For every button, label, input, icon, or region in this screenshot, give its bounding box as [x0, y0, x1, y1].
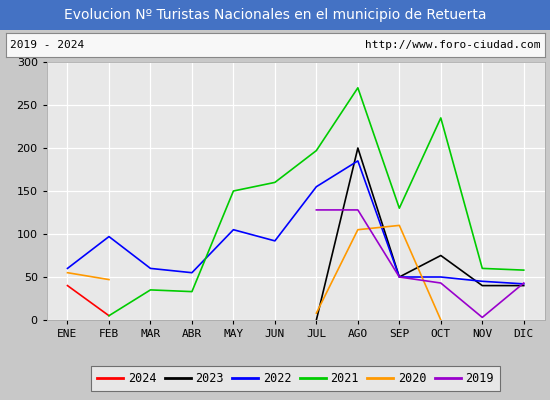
2022: [189, 270, 195, 275]
Line: 2021: 2021: [109, 88, 524, 316]
Legend: 2024, 2023, 2022, 2021, 2020, 2019: 2024, 2023, 2022, 2021, 2020, 2019: [91, 366, 500, 391]
2021: [272, 180, 278, 185]
2024: [106, 313, 112, 318]
Text: 2019 - 2024: 2019 - 2024: [10, 40, 84, 50]
2023: [396, 274, 403, 279]
2023: [520, 283, 527, 288]
Line: 2022: 2022: [68, 161, 524, 284]
2022: [64, 266, 71, 271]
2021: [355, 85, 361, 90]
Line: 2024: 2024: [68, 286, 109, 316]
2022: [355, 158, 361, 163]
2019: [437, 281, 444, 286]
2022: [106, 234, 112, 239]
2021: [396, 206, 403, 210]
2022: [396, 274, 403, 279]
2022: [520, 282, 527, 286]
2022: [479, 279, 486, 284]
Text: Evolucion Nº Turistas Nacionales en el municipio de Retuerta: Evolucion Nº Turistas Nacionales en el m…: [64, 8, 486, 22]
2022: [313, 184, 320, 189]
Text: http://www.foro-ciudad.com: http://www.foro-ciudad.com: [365, 40, 540, 50]
2023: [355, 146, 361, 150]
2023: [479, 283, 486, 288]
2019: [313, 208, 320, 212]
2022: [437, 274, 444, 279]
2021: [479, 266, 486, 271]
2022: [272, 238, 278, 243]
2021: [437, 116, 444, 120]
2021: [106, 313, 112, 318]
2019: [396, 274, 403, 279]
2021: [147, 288, 154, 292]
2020: [106, 277, 112, 282]
2024: [64, 283, 71, 288]
Line: 2020: 2020: [68, 273, 109, 280]
2023: [313, 318, 320, 322]
2019: [479, 315, 486, 320]
2020: [64, 270, 71, 275]
Line: 2023: 2023: [316, 148, 524, 320]
Line: 2019: 2019: [316, 210, 524, 318]
2022: [230, 227, 236, 232]
2019: [520, 281, 527, 286]
2021: [189, 289, 195, 294]
2021: [313, 148, 320, 153]
2023: [437, 253, 444, 258]
2022: [147, 266, 154, 271]
2019: [355, 208, 361, 212]
2021: [230, 188, 236, 193]
2021: [520, 268, 527, 272]
